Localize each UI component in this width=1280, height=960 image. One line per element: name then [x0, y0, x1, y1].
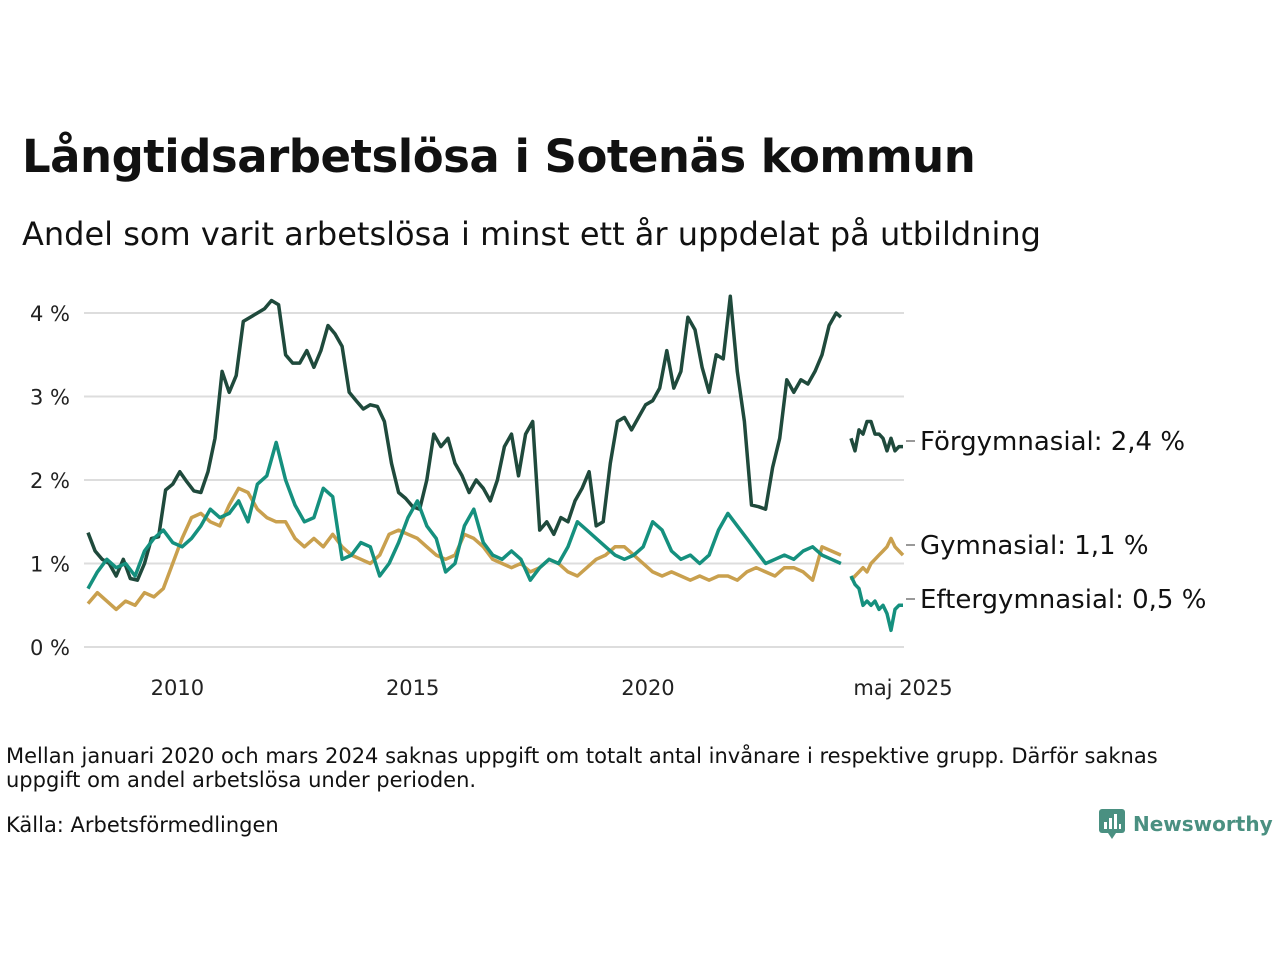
series-line-recent-gymnasial [849, 536, 905, 582]
y-tick-label: 4 % [30, 302, 70, 326]
x-tick-label: 2010 [151, 676, 204, 700]
end-label-gymnasial: Gymnasial: 1,1 % [920, 531, 1149, 561]
x-tick-label: maj 2025 [853, 676, 952, 700]
series-line-frgymnasial [86, 294, 843, 582]
source-text: Källa: Arbetsförmedlingen [6, 813, 279, 837]
chart-subtitle: Andel som varit arbetslösa i minst ett å… [22, 215, 1041, 253]
x-tick-label: 2020 [621, 676, 674, 700]
series-lines [86, 294, 905, 633]
x-axis-ticks: 2010 2015 2020 maj 2025 [151, 676, 953, 700]
footnote: Mellan januari 2020 och mars 2024 saknas… [6, 744, 1158, 792]
line-chart: 0 % 1 % 2 % 3 % 4 % 2010 2015 2020 maj 2025 För… [30, 294, 1206, 700]
y-tick-label: 2 % [30, 469, 70, 493]
y-tick-label: 1 % [30, 553, 70, 577]
chart-title: Långtidsarbetslösa i Sotenäs kommun [22, 130, 976, 183]
y-tick-label: 3 % [30, 386, 70, 410]
y-axis-ticks: 0 % 1 % 2 % 3 % 4 % [30, 302, 70, 660]
end-label-eftergymnasial: Eftergymnasial: 0,5 % [920, 585, 1206, 615]
series-end-labels: Förgymnasial: 2,4 % Gymnasial: 1,1 % Efter… [906, 427, 1206, 615]
brand-name: Newsworthy [1133, 812, 1273, 836]
series-line-gymnasial [86, 486, 842, 612]
y-tick-label: 0 % [30, 636, 70, 660]
series-line-recent-frgymnasial [849, 419, 903, 453]
series-line-eftergymnasial [86, 440, 842, 590]
end-label-frgymnasial: Förgymnasial: 2,4 % [920, 427, 1185, 457]
x-tick-label: 2015 [386, 676, 439, 700]
newsworthy-icon [1099, 809, 1125, 839]
newsworthy-logo: Newsworthy [1098, 808, 1273, 840]
series-line-recent-eftergymnasial [849, 575, 903, 633]
